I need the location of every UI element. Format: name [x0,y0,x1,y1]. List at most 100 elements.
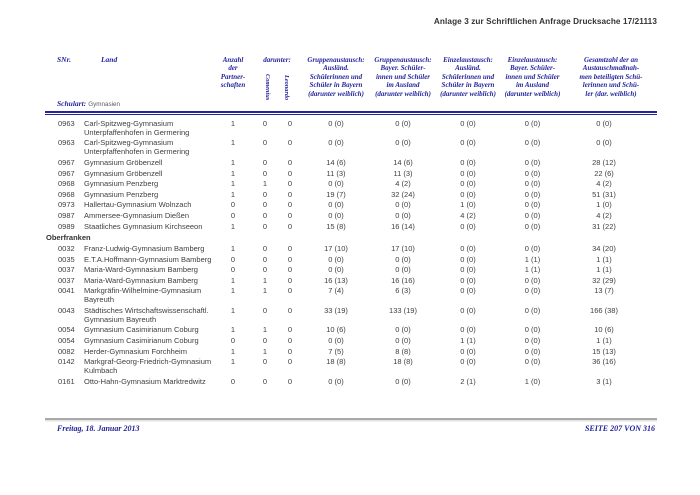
cell-einzel-bayern: 1 (1) [524,265,541,275]
school-name: Gymnasium Penzberg [84,189,159,199]
cell-gruppe-ausland: 18 (8) [326,357,346,367]
cell-comenius: 0 [262,376,268,386]
cell-gruppe-bayern: 0 (0) [395,138,411,148]
schulart-value: Gymnasien [88,100,121,108]
table-row: 0037 Maria-Ward-Gymnasium Bamberg 0 0 0 … [45,264,657,275]
cell-partnerships: 1 [230,179,236,189]
school-number: 0142 [58,357,75,367]
cell-einzel-bayern: 0 (0) [524,210,541,220]
school-cell: 0968 Gymnasium Penzberg [45,178,214,189]
school-cell: 0037 Maria-Ward-Gymnasium Bamberg [45,275,214,286]
cell-gruppe-ausland: 19 (7) [326,189,346,199]
cell-gruppe-bayern: 0 (0) [395,265,411,275]
cell-gruppe-bayern: 16 (16) [391,275,415,285]
table-row: 0054 Gymnasium Casimirianum Coburg 1 1 0… [45,325,657,336]
column-header-darunter: darunter: Comenius Leonardo [252,56,302,112]
cell-einzel-ausland: 0 (0) [460,168,476,178]
cell-einzel-bayern: 0 (0) [524,336,541,346]
cell-gesamt: 4 (2) [596,210,612,220]
cell-einzel-ausland: 2 (1) [460,376,476,386]
table-row: 0967 Gymnasium Gröbenzell 1 0 0 11 (3) 1… [45,168,657,179]
cell-gruppe-ausland: 11 (3) [326,168,346,178]
school-number: 0041 [58,286,75,296]
cell-gesamt: 1 (1) [596,265,612,275]
column-header-gruppe-bayern: Gruppenaustausch: Bayer. Schüler- innen … [374,56,432,98]
school-number: 0032 [58,243,75,253]
cell-gesamt: 0 (0) [596,118,612,128]
cell-einzel-bayern: 0 (0) [524,221,541,231]
cell-einzel-bayern: 0 (0) [524,357,541,367]
cell-gruppe-ausland: 7 (4) [328,286,344,296]
cell-gruppe-bayern: 16 (14) [391,221,415,231]
cell-einzel-bayern: 1 (1) [524,254,541,264]
cell-partnerships: 1 [230,189,236,199]
cell-leonardo: 0 [287,336,293,346]
table-row: 0968 Gymnasium Penzberg 1 1 0 0 (0) 4 (2… [45,178,657,189]
column-header-einzel-ausland: Einzelaustausch: Ausländ. Schülerinnen u… [440,56,496,98]
cell-gruppe-bayern: 6 (3) [395,286,411,296]
school-cell: 0054 Gymnasium Casimirianum Coburg [45,325,214,336]
cell-einzel-bayern: 0 (0) [524,305,541,315]
school-name: Carl-Spitzweg-Gymnasium Unterpfaffenhofe… [84,138,190,157]
cell-comenius: 0 [262,118,268,128]
cell-leonardo: 0 [287,118,293,128]
cell-gesamt: 1 (0) [596,200,612,210]
cell-leonardo: 0 [287,265,293,275]
cell-comenius: 0 [262,336,268,346]
cell-comenius: 0 [262,210,268,220]
school-name: Gymnasium Gröbenzell [84,168,163,178]
cell-einzel-ausland: 1 (1) [460,336,476,346]
school-cell: 0142 Markgraf-Georg-Friedrich-Gymnasium … [45,356,214,376]
cell-einzel-bayern: 0 (0) [524,243,541,253]
cell-einzel-ausland: 0 (0) [460,325,476,335]
cell-einzel-ausland: 0 (0) [460,243,476,253]
table-row: 0989 Staatliches Gymnasium Kirchseeon 1 … [45,221,657,232]
cell-gruppe-ausland: 7 (5) [328,346,344,356]
cell-gruppe-bayern: 18 (8) [393,357,413,367]
cell-gruppe-bayern: 4 (2) [395,179,411,189]
school-name: Otto-Hahn-Gymnasium Marktredwitz [84,376,206,386]
cell-gruppe-ausland: 10 (6) [326,325,346,335]
exchange-table-container: SNr. Land Schulart: Gymnasien Anzahl der … [45,55,657,387]
cell-gesamt: 22 (6) [594,168,614,178]
column-header-comenius: Comenius [264,74,271,101]
cell-einzel-bayern: 0 (0) [524,157,541,167]
cell-comenius: 0 [262,357,268,367]
school-number: 0987 [58,210,75,220]
cell-leonardo: 0 [287,221,293,231]
cell-einzel-ausland: 0 (0) [460,179,476,189]
table-row: 0967 Gymnasium Gröbenzell 1 0 0 14 (6) 1… [45,157,657,168]
cell-gruppe-bayern: 14 (6) [393,157,413,167]
school-cell: 0967 Gymnasium Gröbenzell [45,168,214,179]
cell-partnerships: 1 [230,275,236,285]
cell-gesamt: 28 (12) [592,157,616,167]
table-row: 0963 Carl-Spitzweg-Gymnasium Unterpfaffe… [45,118,657,138]
school-cell: 0041 Markgräfin-Wilhelmine-Gymnasium Bay… [45,286,214,306]
cell-comenius: 1 [262,346,268,356]
cell-gesamt: 166 (38) [590,305,618,315]
school-cell: 0963 Carl-Spitzweg-Gymnasium Unterpfaffe… [45,138,214,158]
table-body: 0963 Carl-Spitzweg-Gymnasium Unterpfaffe… [45,118,657,387]
cell-gruppe-bayern: 17 (10) [391,243,415,253]
section-row: Oberfranken [45,231,657,243]
cell-gruppe-ausland: 0 (0) [328,138,344,148]
cell-comenius: 0 [262,254,268,264]
cell-gruppe-ausland: 0 (0) [328,254,344,264]
cell-leonardo: 0 [287,210,293,220]
cell-comenius: 0 [262,265,268,275]
school-number: 0161 [58,376,75,386]
school-name: Carl-Spitzweg-Gymnasium Unterpfaffenhofe… [84,118,190,137]
cell-gesamt: 32 (29) [592,275,616,285]
cell-leonardo: 0 [287,157,293,167]
cell-partnerships: 0 [230,336,236,346]
cell-einzel-ausland: 4 (2) [460,210,476,220]
cell-gruppe-bayern: 0 (0) [395,118,411,128]
table-row: 0043 Städtisches Wirtschaftswissenschaft… [45,305,657,325]
school-number: 0968 [58,189,75,199]
school-cell: 0082 Herder-Gymnasium Forchheim [45,346,214,357]
cell-comenius: 0 [262,243,268,253]
table-row: 0032 Franz-Ludwig-Gymnasium Bamberg 1 0 … [45,243,657,254]
cell-einzel-ausland: 0 (0) [460,265,476,275]
cell-partnerships: 1 [230,286,236,296]
